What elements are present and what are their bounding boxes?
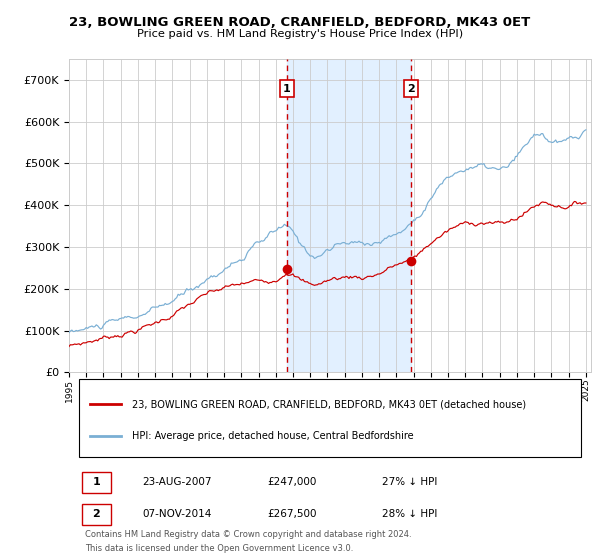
Text: 07-NOV-2014: 07-NOV-2014 [142,508,211,519]
Text: 23-AUG-2007: 23-AUG-2007 [142,477,212,487]
Text: £247,000: £247,000 [268,477,317,487]
Text: 27% ↓ HPI: 27% ↓ HPI [382,477,437,487]
Text: £267,500: £267,500 [268,508,317,519]
FancyBboxPatch shape [82,504,111,525]
Text: Contains HM Land Registry data © Crown copyright and database right 2024.: Contains HM Land Registry data © Crown c… [85,530,411,539]
Text: 23, BOWLING GREEN ROAD, CRANFIELD, BEDFORD, MK43 0ET: 23, BOWLING GREEN ROAD, CRANFIELD, BEDFO… [70,16,530,29]
Text: This data is licensed under the Open Government Licence v3.0.: This data is licensed under the Open Gov… [85,544,353,553]
Text: 28% ↓ HPI: 28% ↓ HPI [382,508,437,519]
Bar [287,59,411,372]
Text: 23, BOWLING GREEN ROAD, CRANFIELD, BEDFORD, MK43 0ET (detached house): 23, BOWLING GREEN ROAD, CRANFIELD, BEDFO… [131,399,526,409]
Text: Price paid vs. HM Land Registry's House Price Index (HPI): Price paid vs. HM Land Registry's House … [137,29,463,39]
Text: 1: 1 [92,477,100,487]
FancyBboxPatch shape [82,472,111,493]
Text: 1: 1 [283,83,291,94]
FancyBboxPatch shape [79,380,581,457]
Text: 2: 2 [407,83,415,94]
Text: 2: 2 [92,508,100,519]
Text: HPI: Average price, detached house, Central Bedfordshire: HPI: Average price, detached house, Cent… [131,431,413,441]
